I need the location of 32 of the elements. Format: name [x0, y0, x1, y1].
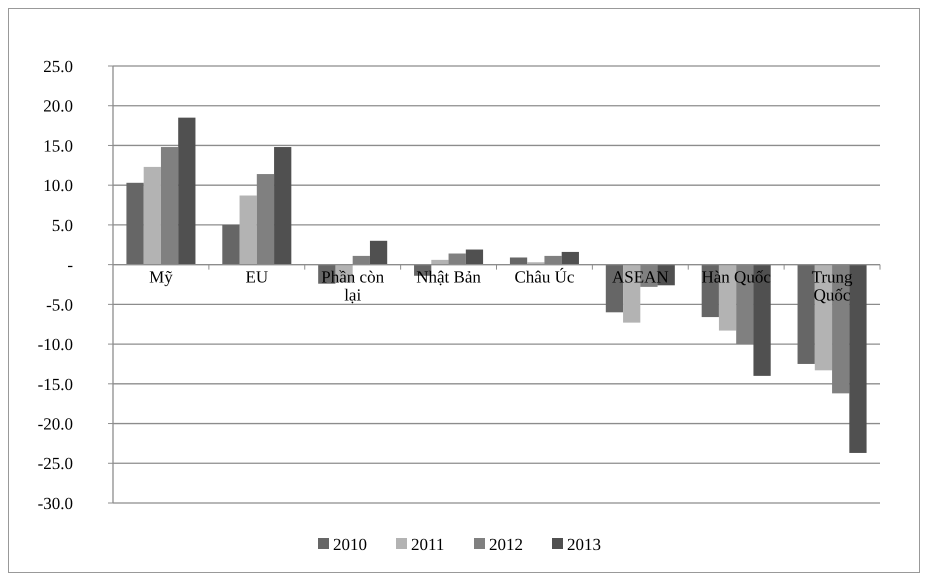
y-tick-label: -5.0 [46, 295, 73, 314]
y-tick-label: -30.0 [38, 494, 73, 513]
legend-label: 2012 [489, 534, 523, 554]
y-tick-label: 5.0 [52, 216, 73, 235]
y-tick-label: -25.0 [38, 454, 73, 474]
y-tick-label: 25.0 [43, 56, 73, 76]
y-tick-label: -15.0 [38, 374, 73, 394]
bar [126, 182, 144, 265]
legend-label: 2013 [567, 534, 601, 554]
y-tick-label: -10.0 [38, 335, 73, 354]
bar [466, 250, 484, 265]
bar [240, 196, 257, 265]
bar [370, 240, 388, 265]
bar [144, 166, 161, 265]
legend-label: 2010 [333, 534, 367, 554]
x-tick-label: Châu Úc [514, 268, 575, 287]
bar [222, 224, 240, 265]
legend-label: 2011 [411, 534, 444, 554]
bar [562, 252, 579, 265]
x-tick-label: EU [245, 268, 268, 287]
x-tick-label: Nhật Bản [416, 268, 482, 287]
bar [178, 118, 196, 265]
y-tick-label: - [67, 256, 74, 275]
y-tick-label: 15.0 [43, 136, 73, 156]
y-tick-label: -20.0 [38, 414, 73, 434]
x-tick-label: Phần còn lại [321, 268, 385, 304]
y-tick-label: 10.0 [43, 176, 73, 196]
x-tick-label: Mỹ [149, 268, 174, 287]
bar [274, 147, 292, 265]
x-tick-label: Trung Quốc [812, 268, 854, 304]
y-tick-label: 20.0 [43, 96, 73, 116]
x-tick-label: ASEAN [612, 268, 669, 287]
